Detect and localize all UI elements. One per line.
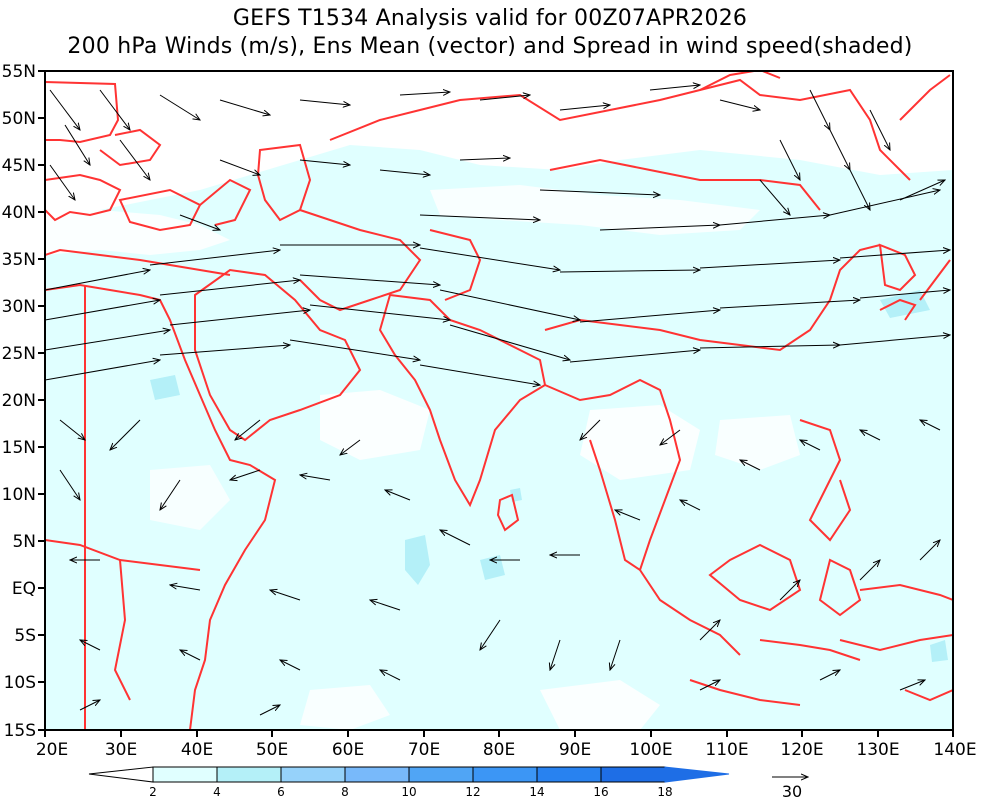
colorbar-label: 16: [593, 785, 608, 799]
figure-title-line1: GEFS T1534 Analysis valid for 00Z07APR20…: [232, 6, 748, 31]
y-axis-ticks: [38, 70, 45, 731]
y-tick-label: 20N: [2, 391, 36, 411]
y-tick-label: 55N: [2, 62, 36, 82]
x-tick-label: 80E: [483, 740, 515, 760]
x-tick-label: 30E: [105, 740, 137, 760]
y-tick-label: 40N: [2, 203, 36, 223]
colorbar-label: 14: [529, 785, 544, 799]
x-tick-label: 60E: [332, 740, 364, 760]
x-tick-label: 50E: [256, 740, 288, 760]
colorbar-label: 6: [277, 785, 285, 799]
y-tick-label: 45N: [2, 156, 36, 176]
colorbar-lower-extend: [88, 766, 154, 783]
y-tick-label: 30N: [2, 297, 36, 317]
x-axis-labels: 20E 30E 40E 50E 60E 70E 80E 90E 100E 110…: [36, 740, 977, 760]
y-tick-label: 35N: [2, 250, 36, 270]
colorbar-label: 18: [657, 785, 672, 799]
x-tick-label: 40E: [181, 740, 213, 760]
colorbar-label: 8: [341, 785, 349, 799]
y-tick-label: 5S: [14, 626, 36, 646]
x-tick-label: 140E: [933, 740, 976, 760]
colorbar-label: 12: [465, 785, 480, 799]
colorbar: 2 4 6 8 10 12 14 16 18: [88, 766, 730, 799]
reference-vector: 30: [772, 777, 808, 800]
colorbar-upper-extend: [664, 766, 730, 783]
x-tick-label: 70E: [408, 740, 440, 760]
spread-shading: [45, 71, 953, 730]
x-tick-label: 20E: [36, 740, 68, 760]
colorbar-label: 10: [401, 785, 416, 799]
y-axis-labels: 55N 50N 45N 40N 35N 30N 25N 20N 15N 10N …: [2, 62, 36, 741]
x-tick-label: 90E: [559, 740, 591, 760]
x-tick-label: 120E: [780, 740, 823, 760]
colorbar-label: 4: [213, 785, 221, 799]
x-tick-label: 130E: [856, 740, 899, 760]
y-tick-label: 5N: [12, 532, 36, 552]
y-tick-label: EQ: [12, 579, 36, 599]
y-tick-label: 10N: [2, 485, 36, 505]
y-tick-label: 50N: [2, 109, 36, 129]
x-axis-ticks: [44, 730, 954, 737]
colorbar-label: 2: [149, 785, 157, 799]
x-tick-label: 100E: [629, 740, 672, 760]
y-tick-label: 10S: [4, 673, 36, 693]
figure-title-line2: 200 hPa Winds (m/s), Ens Mean (vector) a…: [67, 34, 913, 59]
y-tick-label: 15S: [4, 721, 36, 741]
wind-vectors: [45, 85, 950, 716]
x-tick-label: 110E: [705, 740, 748, 760]
reference-vector-label: 30: [782, 782, 802, 800]
y-tick-label: 15N: [2, 438, 36, 458]
coastlines: [45, 71, 953, 730]
y-tick-label: 25N: [2, 344, 36, 364]
